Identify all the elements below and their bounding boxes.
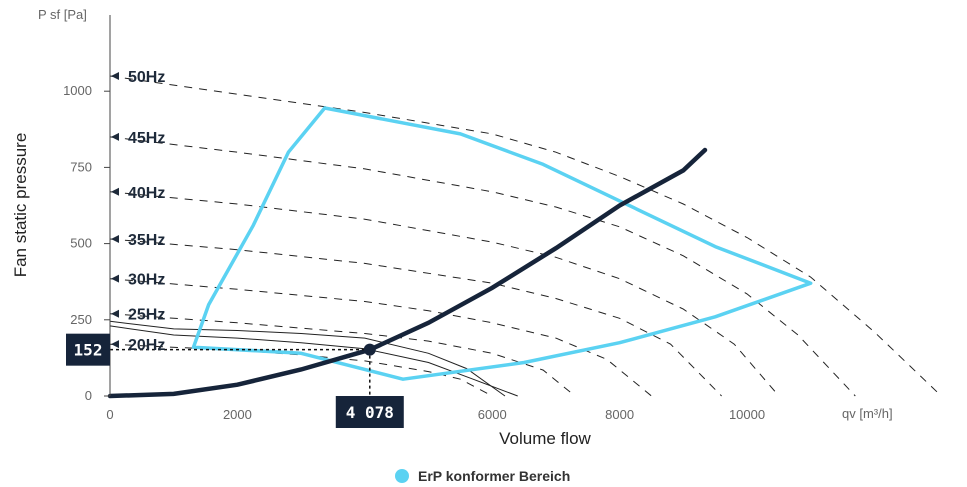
y-tick-label: 1000 [63,83,92,98]
x-tick-label: 8000 [605,407,634,422]
frequency-label: 20Hz [128,337,165,354]
y-axis-unit-title: P sf [Pa] [38,7,87,22]
operating-point-y-box [66,333,110,366]
legend[interactable]: ErP konformer Bereich [395,468,570,484]
frequency-curves [109,75,942,397]
limit-curve [109,325,518,397]
frequency-curve-35hz [109,238,722,397]
x-tick-label: 2000 [223,407,252,422]
legend-marker [395,469,409,483]
y-tick-label: 500 [70,236,92,251]
erp-area [191,106,813,381]
frequency-arrow-icon [111,71,119,80]
frequency-arrow-icon [111,132,119,141]
frequency-arrow-icon [111,340,119,349]
x-axis-unit: qv [m³/h] [842,406,893,421]
legend-label: ErP konformer Bereich [418,468,570,484]
frequency-curve-25hz [109,313,576,397]
y-tick-label: 0 [85,388,92,403]
frequency-curve-30hz [109,278,652,397]
frequency-curve-50hz [109,75,942,397]
operating-point-dot[interactable] [363,343,376,356]
y-axis-title: Fan static pressure [11,133,30,278]
frequency-arrow-icon [111,187,119,196]
system-curve [107,147,708,399]
frequency-arrow-icon [111,235,119,244]
erp-area-outline [191,106,813,381]
x-tick-label: 6000 [478,407,507,422]
frequency-labels: 50Hz 45Hz 40Hz 35Hz 30Hz 25Hz 20Hz [111,69,165,354]
x-tick-label: 10000 [729,407,765,422]
operating-point-markers: 152 4 078 [66,333,404,428]
frequency-curve-45hz [109,136,856,397]
frequency-label: 30Hz [128,272,165,289]
operating-point-x-label: 4 078 [346,403,394,422]
y-tick-label: 250 [70,312,92,327]
y-tick-label: 750 [70,159,92,174]
max-curves [109,320,518,397]
frequency-arrow-icon [111,274,119,283]
limit-curve [109,320,506,397]
x-tick-label: 0 [106,407,113,422]
frequency-label: 45Hz [128,130,165,147]
x-axis-title: Volume flow [499,429,591,448]
operating-point-guides [110,348,371,400]
system-curve-line [107,147,708,399]
frequency-label: 40Hz [128,185,165,202]
frequency-arrow-icon [111,309,119,318]
frequency-curve-40hz [109,191,780,397]
frequency-label: 25Hz [128,307,165,324]
operating-point-x-box [335,396,404,428]
frequency-label: 50Hz [128,69,165,86]
frequency-label: 35Hz [128,232,165,249]
operating-point-y-label: 152 [74,341,103,360]
